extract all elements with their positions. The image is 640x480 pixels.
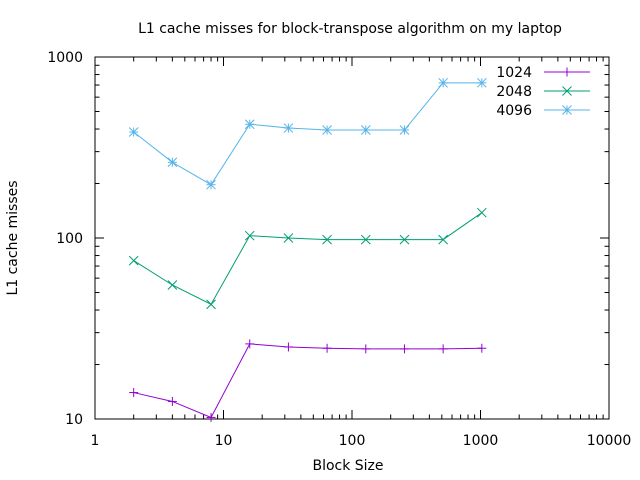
x-tick-label: 10000 [587, 433, 632, 449]
legend: 1024 2048 4096 [496, 65, 590, 119]
data-point-2048 [438, 234, 448, 245]
data-point-4096 [438, 77, 448, 88]
data-point-2048 [206, 299, 216, 310]
legend-marker-4096 [562, 105, 572, 115]
y-tick-label: 100 [56, 231, 83, 247]
series-line-4096 [133, 82, 482, 186]
y-tick-label: 1000 [47, 50, 83, 66]
data-point-2048 [167, 280, 178, 290]
x-tick-label: 1000 [463, 433, 499, 449]
data-point-1024 [438, 344, 448, 354]
data-point-1024 [322, 343, 332, 353]
series-line-1024 [133, 343, 482, 419]
data-point-4096 [283, 123, 294, 133]
data-point-1024 [283, 342, 293, 352]
series-2048 [128, 207, 487, 310]
data-point-4096 [128, 127, 139, 137]
data-point-4096 [167, 157, 178, 168]
chart-title: L1 cache misses for block-transpose algo… [138, 21, 562, 37]
x-tick-label: 100 [339, 433, 366, 449]
legend-marker-2048 [562, 86, 572, 96]
axis-ticks: 1 10 100 1000 10000 10 100 1000 [47, 50, 631, 449]
data-point-1024 [129, 388, 139, 398]
data-point-1024 [477, 343, 487, 353]
data-point-4096 [244, 119, 255, 130]
data-point-2048 [476, 207, 487, 218]
data-point-4096 [322, 125, 332, 135]
data-point-4096 [360, 125, 371, 135]
data-point-2048 [322, 234, 332, 245]
y-tick-label: 10 [65, 412, 83, 428]
legend-label-2048: 2048 [496, 84, 532, 100]
x-tick-label: 1 [91, 433, 100, 449]
legend-label-4096: 4096 [496, 103, 532, 119]
legend-label-1024: 1024 [496, 65, 532, 81]
series-line-2048 [133, 212, 483, 306]
data-point-1024 [399, 344, 409, 354]
data-point-2048 [360, 234, 371, 245]
series-layer [128, 77, 487, 422]
data-point-1024 [206, 412, 216, 422]
data-point-1024 [361, 344, 371, 354]
data-point-4096 [476, 77, 487, 88]
y-axis-label: L1 cache misses [5, 180, 21, 295]
series-1024 [129, 339, 487, 422]
data-point-2048 [244, 230, 255, 241]
data-point-2048 [128, 255, 139, 266]
legend-marker-1024 [562, 67, 572, 77]
data-point-1024 [245, 339, 255, 349]
data-point-4096 [206, 179, 216, 190]
series-4096 [128, 77, 487, 190]
data-point-1024 [167, 396, 177, 406]
x-tick-label: 10 [215, 433, 233, 449]
data-point-4096 [399, 125, 410, 135]
x-axis-label: Block Size [312, 458, 383, 474]
data-point-2048 [399, 234, 410, 245]
data-point-2048 [283, 233, 294, 243]
